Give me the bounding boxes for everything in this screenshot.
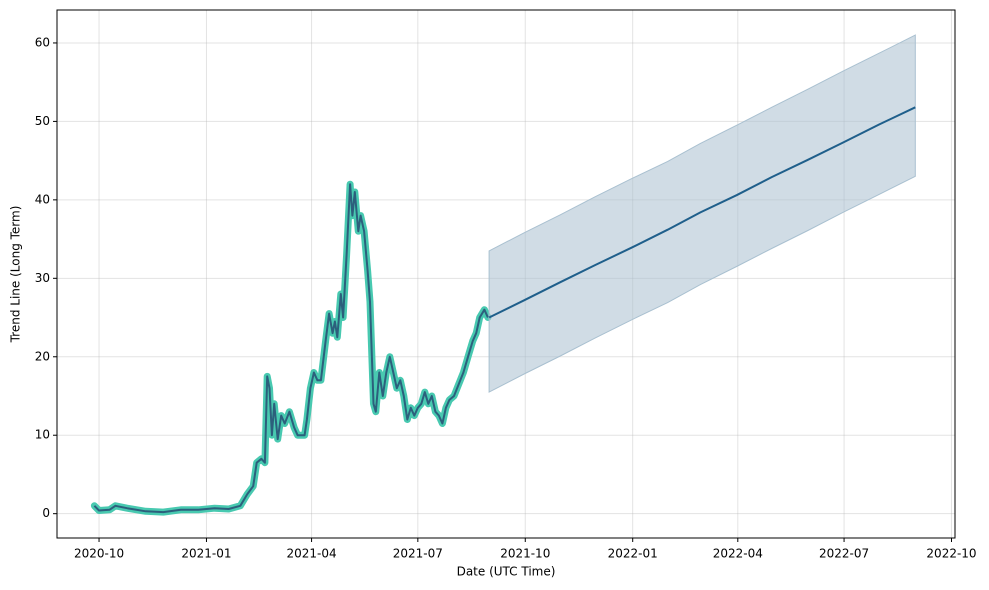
x-tick-label: 2021-04 [286,547,336,561]
y-tick-label: 40 [35,192,50,206]
line [488,106,916,319]
x-tick-label: 2022-10 [926,547,976,561]
y-tick-label: 30 [35,271,50,285]
x-axis-label: Date (UTC Time) [457,565,556,579]
x-tick-label: 2022-01 [608,547,658,561]
y-tick-label: 10 [35,428,50,442]
y-tick-label: 50 [35,114,50,128]
x-tick-label: 2021-07 [393,547,443,561]
line [93,183,489,514]
line-glow [90,180,492,516]
x-tick-label: 2020-10 [74,547,124,561]
x-tick-label: 2022-04 [713,547,763,561]
x-tick-label: 2021-10 [500,547,550,561]
uncertainty-band [488,34,916,393]
x-tick-label: 2021-01 [181,547,231,561]
y-tick-label: 60 [35,35,50,49]
y-axis-label: Trend Line (Long Term) [9,206,23,344]
x-tick-label: 2022-07 [819,547,869,561]
plot-frame [56,9,956,539]
y-tick-label: 0 [42,506,50,520]
y-tick-label: 20 [35,349,50,363]
